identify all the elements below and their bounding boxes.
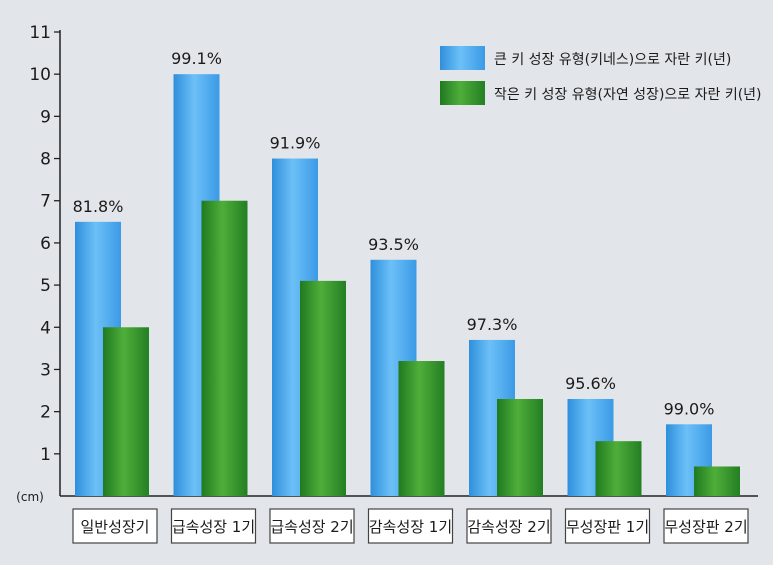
y-tick-label: 5 bbox=[40, 276, 51, 296]
category-label: 감속성장 2기 bbox=[467, 518, 550, 536]
data-label: 99.1% bbox=[171, 49, 222, 68]
category-label: 감속성장 1기 bbox=[369, 518, 452, 536]
data-label: 97.3% bbox=[467, 315, 518, 334]
y-tick-label: 4 bbox=[40, 318, 51, 338]
bar-short-type bbox=[103, 327, 149, 496]
category-box bbox=[466, 508, 552, 544]
data-label: 91.9% bbox=[270, 134, 321, 153]
data-label: 93.5% bbox=[368, 235, 419, 254]
category-label: 무성장판 1기 bbox=[566, 518, 649, 536]
y-tick-label: 3 bbox=[40, 360, 51, 380]
legend-label: 큰 키 성장 유형(키네스)으로 자란 키(년) bbox=[494, 52, 731, 68]
data-label: 99.0% bbox=[664, 399, 715, 418]
legend-label: 작은 키 성장 유형(자연 성장)으로 자란 키(년) bbox=[494, 87, 762, 103]
category-box bbox=[269, 508, 355, 544]
bar-short-type bbox=[398, 361, 445, 496]
y-axis-unit: (cm) bbox=[16, 490, 44, 504]
category-box bbox=[170, 508, 257, 544]
category-box bbox=[367, 508, 454, 544]
y-tick-label: 8 bbox=[40, 150, 51, 170]
category-label: 급속성장 1기 bbox=[172, 518, 255, 536]
bar-short-type bbox=[694, 466, 740, 496]
data-label: 95.6% bbox=[565, 374, 616, 393]
data-label: 81.8% bbox=[73, 197, 124, 216]
category-label: 무성장판 2기 bbox=[664, 518, 747, 536]
category-label: 일반성장기 bbox=[80, 518, 149, 536]
category-box bbox=[72, 508, 158, 544]
y-tick-label: 10 bbox=[29, 65, 51, 85]
bar-short-type bbox=[497, 398, 543, 496]
category-box bbox=[564, 508, 651, 544]
category-box bbox=[663, 508, 749, 544]
y-tick-label: 9 bbox=[40, 107, 51, 127]
y-tick-label: 2 bbox=[40, 403, 51, 423]
y-tick-label: 11 bbox=[29, 23, 51, 43]
category-label: 급속성장 2기 bbox=[270, 518, 353, 536]
y-tick-label: 1 bbox=[40, 445, 51, 465]
bar-short-type bbox=[595, 441, 642, 496]
legend-swatch-short-type bbox=[440, 81, 485, 105]
bar-short-type bbox=[201, 200, 248, 496]
legend-swatch-tall-type bbox=[440, 46, 485, 70]
bar-short-type bbox=[300, 280, 346, 496]
y-tick-label: 7 bbox=[40, 192, 51, 212]
y-tick-label: 6 bbox=[40, 234, 51, 254]
